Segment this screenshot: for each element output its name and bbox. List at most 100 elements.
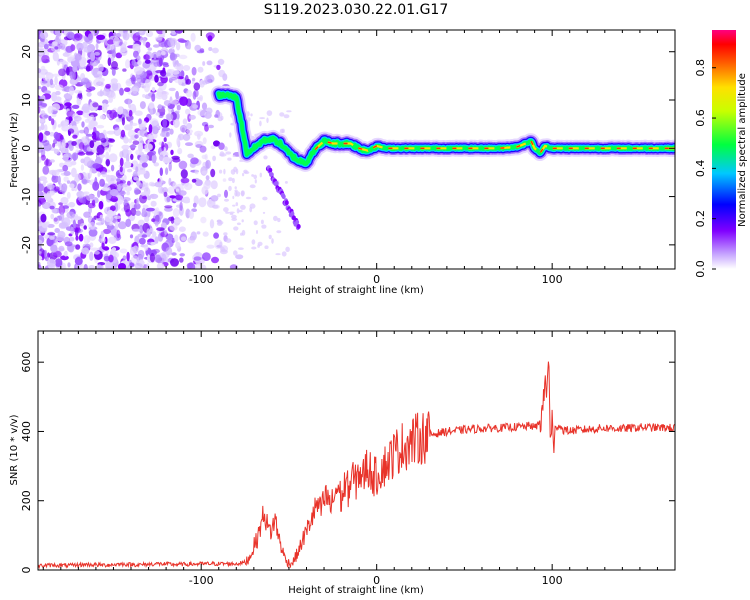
spectrogram-noise-cell [163,137,167,143]
spectrogram-noise-cell [94,250,100,255]
spectrogram-noise-cell [130,255,140,264]
spectrogram-noise-cell [178,226,186,232]
spectrogram-noise-cell [106,224,115,231]
spectrogram-noise-cell [119,151,124,158]
spectrogram-branch-cell [296,224,301,229]
spectrogram-noise-cell [108,96,113,103]
spectrogram-noise-cell [180,177,190,184]
spectrogram-noise-cell [202,231,209,237]
spectrogram-noise-cell [240,204,246,210]
spectrogram-noise-cell [70,226,75,235]
spectrogram-noise-cell [99,114,106,120]
spectrogram-noise-cell [210,168,216,178]
spectrogram-noise-cell [111,68,116,76]
spectrogram-noise-cell [178,190,187,196]
spectrogram-noise-cell [283,114,290,119]
spectrogram-noise-cell [179,124,188,133]
colorbar-tick-label: 0.4 [694,160,707,178]
spectrogram-noise-cell [38,132,44,142]
spectrogram-noise-cell [241,229,246,236]
spectrogram-noise-cell [123,199,128,206]
spectrogram-noise-cell [126,180,131,186]
spectrogram-noise-cell [130,207,137,216]
spectrogram-noise-cell [206,60,213,66]
spectrogram-noise-cell [170,74,179,80]
spectrogram-noise-cell [95,222,104,226]
spectrogram-noise-cell [186,122,193,130]
spectrogram-noise-cell [110,56,115,62]
spectrogram-noise-cell [85,65,91,72]
snr-x-tick-label: 100 [542,574,563,587]
colorbar-tick-label: 0.2 [694,210,707,228]
spectrogram-noise-cell [83,46,92,53]
spectrogram-noise-cell [110,164,115,172]
spectrogram-y-tick-label: -10 [20,188,33,206]
spectrogram-noise-cell [62,164,69,172]
spectrogram-noise-cell [47,184,56,189]
spectrogram-noise-cell [229,132,232,138]
spectrogram-noise-cell [51,73,61,77]
spectrogram-noise-cell [141,162,148,168]
spectrogram-noise-cell [86,194,95,202]
spectrogram-noise-cell [55,30,61,37]
spectrogram-noise-cell [222,178,227,182]
spectrogram-noise-cell [201,154,207,160]
spectrogram-branch-cell [268,167,273,173]
spectrogram-noise-cell [231,217,238,221]
spectrogram-noise-cell [205,32,215,40]
spectrogram-noise-cell [281,251,287,257]
spectrogram-noise-cell [74,32,83,41]
colorbar-tick-label: 0.8 [694,59,707,77]
spectrogram-noise-cell [80,73,86,81]
spectrogram-noise-cell [142,204,149,209]
spectrogram-noise-cell [238,210,243,213]
spectrogram-noise-cell [38,255,43,261]
spectrogram-noise-cell [125,209,132,217]
spectrogram-noise-cell [216,64,221,71]
spectrogram-noise-cell [110,205,116,212]
spectrogram-noise-cell [223,207,229,213]
spectrogram-noise-cell [202,252,211,261]
spectrogram-noise-cell [174,110,180,114]
spectrogram-noise-cell [169,99,179,105]
spectrogram-noise-cell [82,41,88,49]
spectrogram-noise-cell [98,63,104,72]
spectrogram-noise-cell [151,218,156,223]
spectrogram-noise-cell [259,120,262,127]
spectrogram-noise-cell [174,30,184,34]
spectrogram-noise-cell [119,248,128,254]
spectrogram-noise-cell [115,33,122,38]
spectrogram-noise-cell [217,58,225,65]
spectrogram-noise-cell [249,203,256,209]
spectrogram-noise-cell [211,47,219,54]
spectrogram-noise-cell [210,195,219,202]
spectrogram-noise-cell [90,247,100,251]
spectrogram-noise-cell [72,65,78,73]
spectrogram-noise-cell [119,47,128,56]
snr-plot-area [38,331,675,570]
spectrogram-noise-cell [99,214,104,219]
spectrogram-noise-cell [147,47,153,51]
spectrogram-noise-cell [161,141,165,152]
spectrogram-noise-cell [144,216,150,223]
spectrogram-noise-cell [208,47,213,51]
spectrogram-noise-cell [89,114,95,122]
spectrogram-noise-cell [50,30,54,34]
spectrogram-noise-cell [139,237,146,245]
spectrogram-noise-cell [122,255,127,261]
spectrogram-noise-cell [55,90,61,96]
spectrogram-noise-cell [53,216,60,225]
spectrogram-noise-cell [62,153,69,162]
spectrogram-noise-cell [109,109,117,120]
spectrogram-noise-cell [142,94,146,98]
spectrogram-noise-cell [193,82,201,91]
snr-line-layer [38,361,675,570]
spectrogram-noise-cell [261,224,267,229]
spectrogram-noise-cell [144,244,149,251]
spectrogram-noise-cell [38,264,42,269]
spectrogram-noise-cell [74,90,83,94]
spectrogram-noise-cell [174,78,181,84]
spectrogram-noise-cell [44,193,52,201]
spectrogram-y-tick-label: 10 [20,93,33,107]
spectrogram-noise-cell [245,196,252,200]
